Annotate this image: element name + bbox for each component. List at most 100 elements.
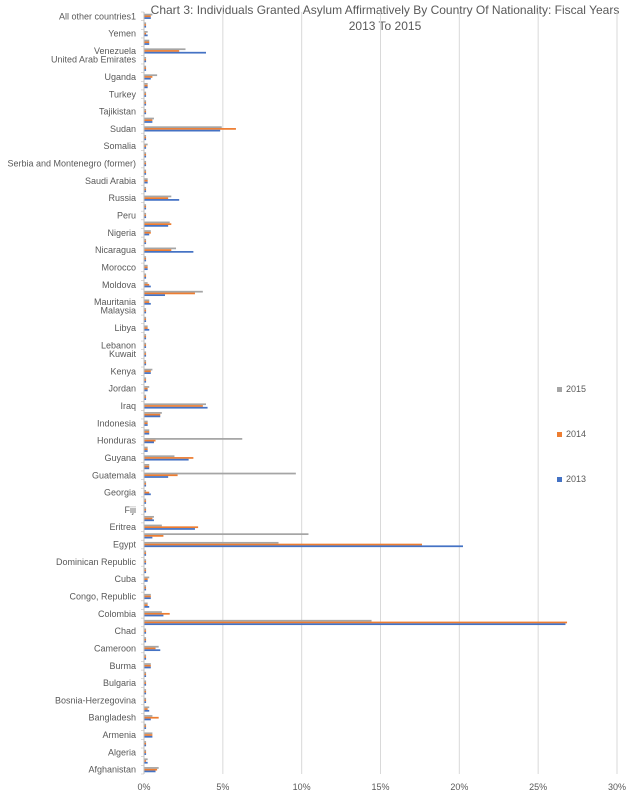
bar-2013 (144, 415, 161, 418)
bar-2014 (144, 647, 156, 650)
bar-2014 (144, 699, 147, 702)
bar-2015 (144, 706, 150, 709)
bar-2014 (144, 361, 147, 364)
bar-2015 (144, 628, 147, 631)
bar-2014 (144, 768, 158, 771)
bar-2014 (144, 162, 147, 165)
bar-2014 (144, 725, 147, 728)
bar-2013 (144, 571, 147, 574)
bar-2013 (144, 727, 147, 729)
bar-2013 (144, 623, 566, 626)
bar-2015 (144, 715, 153, 717)
bar-2014 (144, 231, 151, 234)
bar-2014 (144, 708, 148, 710)
bar-2014 (144, 422, 148, 425)
bar-2015 (144, 732, 153, 735)
bar-2015 (144, 412, 162, 414)
y-tick-label: United Arab Emirates (51, 55, 137, 65)
bar-2014 (144, 604, 148, 607)
bar-2014 (144, 413, 161, 416)
bar-2013 (144, 588, 147, 591)
bar-2014 (144, 552, 147, 555)
y-tick-label: Algeria (108, 747, 136, 757)
bar-2013 (144, 597, 151, 600)
bar-2015 (144, 65, 147, 68)
bar-2013 (144, 43, 150, 45)
bar-2014 (144, 742, 147, 745)
y-tick-label: Georgia (104, 488, 136, 498)
bar-2015 (144, 160, 147, 163)
bar-2015 (144, 741, 147, 743)
bar-2015 (144, 308, 147, 310)
bar-2014 (144, 283, 150, 286)
bar-2015 (144, 697, 147, 700)
bar-2013 (144, 155, 147, 158)
bar-2015 (144, 48, 186, 51)
y-tick-label: All other countries1 (59, 11, 136, 21)
bar-2014 (144, 465, 150, 468)
bar-2015 (144, 91, 147, 94)
bar-2013 (144, 190, 147, 193)
bar-2014 (144, 275, 147, 277)
bar-2013 (144, 60, 147, 63)
bar-2015 (144, 619, 372, 622)
chart-title: Chart 3: Individuals Granted Asylum Affi… (150, 3, 620, 33)
bar-2015 (144, 134, 147, 137)
bar-2013 (144, 614, 164, 617)
y-tick-label: Chad (114, 626, 136, 636)
bar-2014 (144, 595, 151, 598)
bar-2013 (144, 34, 148, 37)
bar-2015 (144, 204, 147, 206)
bar-2014 (144, 630, 147, 632)
bar-2014 (144, 197, 169, 200)
bar-2013 (144, 432, 150, 435)
bar-2015 (144, 39, 150, 42)
bar-2014 (144, 266, 148, 269)
bar-2014 (144, 223, 172, 226)
bar-2013 (144, 138, 147, 141)
bar-2014 (144, 716, 159, 719)
bar-2013 (144, 86, 148, 89)
bar-2014 (144, 145, 147, 148)
bar-2013 (144, 302, 151, 305)
bar-2015 (144, 117, 154, 120)
bar-2013 (144, 467, 150, 470)
bar-2014 (144, 517, 153, 520)
bar-2015 (144, 256, 147, 258)
y-tick-label: Egypt (113, 540, 137, 550)
x-tick-label: 30% (608, 782, 626, 792)
bar-2014 (144, 483, 147, 485)
bar-2014 (144, 509, 147, 511)
bar-2013 (144, 242, 147, 245)
legend-label: 2015 (566, 384, 586, 394)
bar-2013 (144, 692, 147, 695)
bar-2015 (144, 57, 147, 59)
y-tick-label: Nigeria (107, 228, 136, 238)
bar-2013 (144, 683, 147, 686)
legend-swatch (557, 432, 562, 437)
bar-2014 (144, 560, 147, 563)
bar-2013 (144, 328, 150, 331)
bar-2013 (144, 346, 147, 348)
bar-2013 (144, 666, 151, 669)
bar-2013 (144, 536, 153, 539)
bar-2015 (144, 767, 159, 769)
bar-2013 (144, 216, 147, 219)
y-tick-label: Lebanon (101, 340, 136, 350)
bar-2015 (144, 585, 147, 587)
x-tick-label: 5% (216, 782, 229, 792)
bar-2015 (144, 429, 150, 432)
bar-2013 (144, 259, 147, 262)
bar-2014 (144, 751, 147, 754)
bar-2015 (144, 420, 148, 423)
bar-2013 (144, 311, 147, 314)
bar-2015 (144, 264, 148, 267)
bar-2014 (144, 448, 148, 451)
bar-2014 (144, 439, 156, 442)
bar-2015 (144, 351, 147, 354)
bar-2013 (144, 640, 147, 643)
y-tick-label: Colombia (98, 609, 136, 619)
y-tick-label: Peru (117, 210, 136, 220)
legend-swatch (557, 387, 562, 392)
